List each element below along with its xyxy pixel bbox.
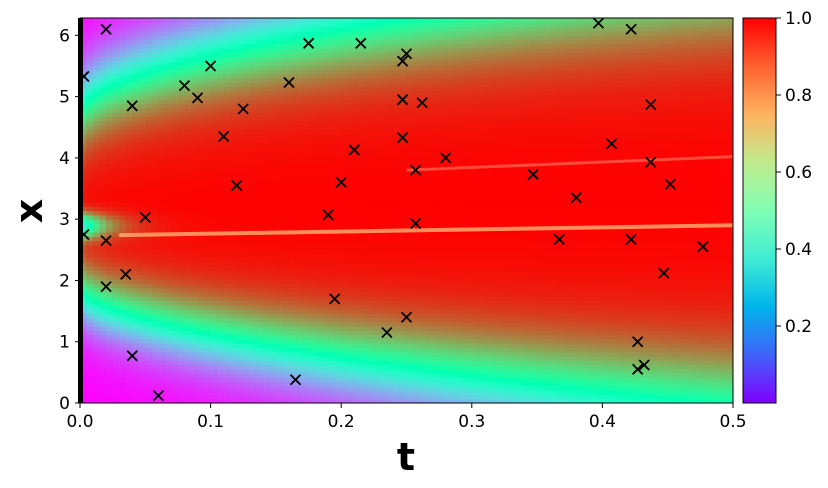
- sample-marker: [632, 363, 644, 375]
- sample-marker: [289, 374, 302, 386]
- sample-marker: [658, 267, 670, 279]
- sample-marker: [605, 138, 618, 150]
- sample-marker: [410, 217, 422, 230]
- sample-marker: [638, 359, 650, 371]
- sample-marker: [381, 326, 393, 339]
- streak-line: [119, 223, 733, 238]
- sample-marker: [237, 103, 249, 115]
- sample-marker: [348, 144, 360, 156]
- colorbar-ticks: 0.2 0.4 0.6 0.8 1.0: [776, 9, 812, 337]
- y-tick-label: 3: [59, 210, 70, 230]
- colorbar-tick-label: 1.0: [785, 9, 812, 29]
- colorbar: 0.2 0.4 0.6 0.8 1.0: [742, 9, 812, 404]
- sample-marker: [416, 97, 428, 109]
- sample-marker: [191, 92, 204, 104]
- x-axis-label: t: [397, 435, 415, 479]
- sample-marker: [400, 48, 413, 60]
- sample-marker: [645, 98, 657, 111]
- left-boundary-bar: [78, 18, 83, 403]
- sample-marker: [329, 293, 341, 305]
- sample-marker: [570, 192, 582, 204]
- sample-marker: [645, 156, 657, 168]
- x-tick-label: 0.4: [589, 412, 616, 432]
- sample-marker: [396, 94, 409, 106]
- sample-marker: [625, 233, 637, 246]
- sample-marker: [283, 76, 295, 89]
- y-tick-label: 6: [59, 26, 70, 46]
- sample-marker: [396, 55, 409, 67]
- sample-marker: [355, 37, 367, 49]
- sample-marker: [396, 132, 409, 144]
- y-tick-label: 1: [59, 333, 70, 353]
- sample-marker: [204, 60, 217, 72]
- sample-marker: [218, 130, 230, 143]
- sample-marker: [126, 100, 138, 112]
- x-axis: 0.0 0.1 0.2 0.3 0.4 0.5: [66, 403, 747, 432]
- y-tick-label: 2: [59, 271, 70, 291]
- sample-marker: [302, 37, 315, 49]
- sample-marker: [527, 168, 539, 181]
- sample-marker: [335, 176, 347, 189]
- sample-marker: [697, 241, 709, 253]
- y-axis-label: x: [7, 199, 51, 224]
- sample-marker: [178, 79, 191, 92]
- sample-marker: [100, 23, 112, 35]
- sample-marker: [139, 211, 151, 223]
- sample-marker: [664, 178, 676, 190]
- sample-marker: [120, 268, 132, 280]
- colorbar-tick-label: 0.6: [785, 163, 812, 183]
- x-tick-label: 0.2: [328, 412, 355, 432]
- colorbar-tick-label: 0.2: [785, 317, 812, 337]
- sample-marker: [592, 18, 605, 29]
- streak-line: [406, 155, 733, 172]
- sample-marker: [400, 311, 413, 323]
- sample-marker: [625, 23, 637, 35]
- colorbar-tick-label: 0.4: [785, 240, 812, 260]
- sample-marker: [152, 390, 164, 402]
- sample-marker: [553, 233, 565, 246]
- sample-marker: [410, 164, 422, 176]
- sample-marker: [322, 209, 334, 221]
- sample-marker: [100, 234, 112, 247]
- sample-marker: [440, 152, 452, 164]
- sample-marker: [632, 336, 644, 348]
- sample-marker: [100, 280, 112, 293]
- colorbar-gradient: [742, 17, 777, 404]
- sample-marker: [231, 179, 243, 192]
- x-tick-label: 0.1: [197, 412, 224, 432]
- heatmap-field: [80, 18, 733, 403]
- x-tick-label: 0.0: [66, 412, 93, 432]
- x-tick-label: 0.3: [458, 412, 485, 432]
- sample-marker: [126, 350, 138, 362]
- y-tick-label: 4: [59, 149, 70, 169]
- y-tick-label: 0: [59, 394, 70, 414]
- colorbar-tick-label: 0.8: [785, 86, 812, 106]
- y-axis: 0 1 2 3 4 5 6: [59, 26, 80, 414]
- x-tick-label: 0.5: [719, 412, 746, 432]
- y-tick-label: 5: [59, 88, 70, 108]
